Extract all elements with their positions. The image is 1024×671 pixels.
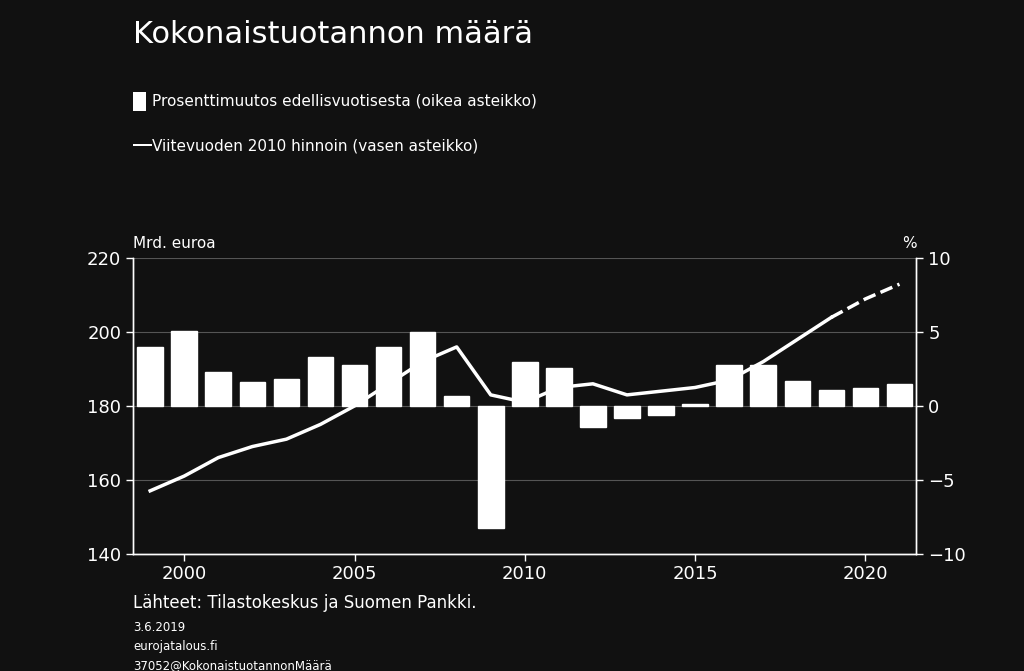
Bar	[682, 405, 708, 406]
Bar	[206, 372, 231, 406]
Bar	[307, 357, 333, 406]
Bar	[342, 364, 368, 406]
Bar	[376, 347, 401, 406]
Bar	[410, 332, 435, 406]
Bar	[853, 389, 879, 406]
Bar	[546, 368, 571, 406]
Bar	[751, 364, 776, 406]
Bar	[887, 384, 912, 406]
Bar	[273, 379, 299, 406]
Text: Prosenttimuutos edellisvuotisesta (oikea asteikko): Prosenttimuutos edellisvuotisesta (oikea…	[152, 94, 537, 109]
Bar	[818, 390, 844, 406]
Text: Mrd. euroa: Mrd. euroa	[133, 236, 216, 251]
Bar	[784, 381, 810, 406]
Bar	[512, 362, 538, 406]
Text: Viitevuoden 2010 hinnoin (vasen asteikko): Viitevuoden 2010 hinnoin (vasen asteikko…	[152, 138, 478, 153]
Bar	[581, 406, 605, 427]
Bar	[240, 382, 265, 406]
Bar	[137, 347, 163, 406]
Bar	[444, 396, 469, 406]
Bar	[648, 406, 674, 415]
Text: Kokonaistuotannon määrä: Kokonaistuotannon määrä	[133, 20, 534, 49]
Text: 3.6.2019
eurojatalous.fi
37052@KokonaistuotannonMäärä: 3.6.2019 eurojatalous.fi 37052@Kokonaist…	[133, 621, 332, 671]
Bar	[171, 331, 197, 406]
Bar	[478, 406, 504, 529]
Text: Lähteet: Tilastokeskus ja Suomen Pankki.: Lähteet: Tilastokeskus ja Suomen Pankki.	[133, 594, 476, 612]
Text: %: %	[902, 236, 916, 251]
Bar	[717, 364, 742, 406]
Bar	[614, 406, 640, 418]
